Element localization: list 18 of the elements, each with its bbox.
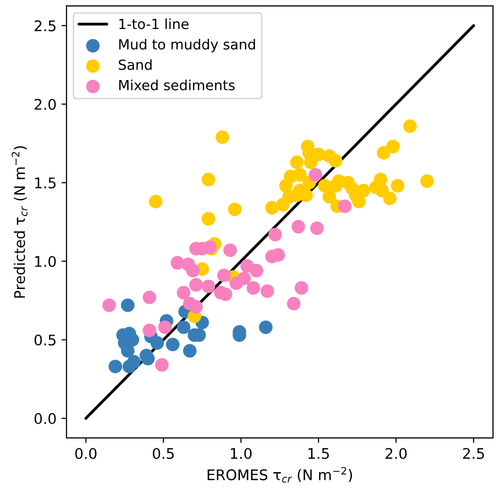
x-tick-label: 1.5 [308, 448, 329, 459]
y-tick-label: 0.5 [34, 334, 56, 346]
legend-label: Sand [118, 59, 152, 70]
y-tick-label: 2.0 [34, 98, 56, 110]
y-tick-label: 2.5 [34, 20, 56, 32]
x-tick-label: 1.0 [230, 448, 252, 459]
y-tick-label: 1.5 [35, 178, 56, 188]
y-tick-label: 0.0 [34, 413, 56, 424]
legend-label: Mud to muddy sand [119, 38, 255, 52]
x-axis-title: EROMES τ$_{cr}$ (N m$^{−2}$) [208, 466, 352, 483]
legend-label: Mixed sediments [119, 80, 235, 90]
y-tick-label: 1.0 [35, 256, 56, 267]
legend-label: 1-to-1 line [119, 18, 189, 30]
y-axis-title: Predicted τ$_{cr}$ (N m$^{−2}$) [12, 146, 28, 298]
x-tick-label: 0.0 [75, 448, 97, 459]
x-tick-label: 2.0 [386, 448, 407, 459]
x-tick-label: 0.5 [152, 448, 174, 459]
x-tick-label: 2.5 [463, 448, 484, 459]
